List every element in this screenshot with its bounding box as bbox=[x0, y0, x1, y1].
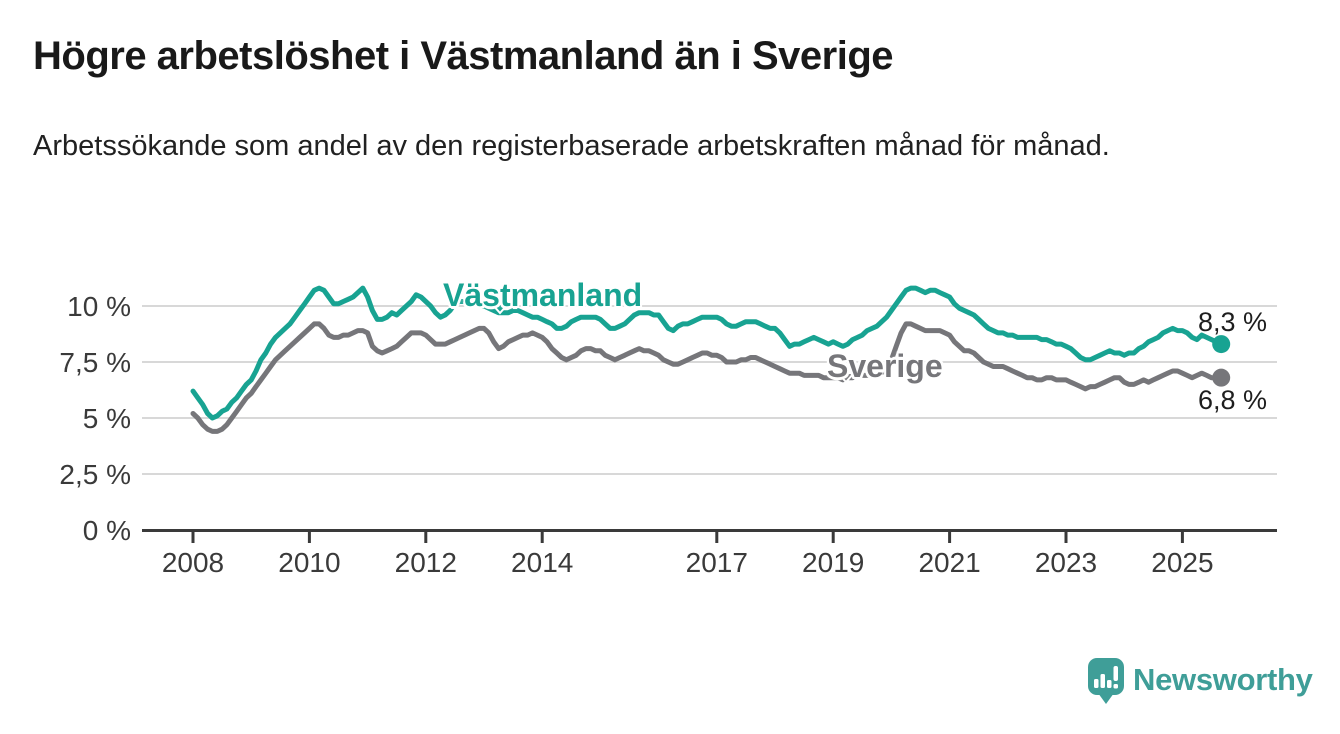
x-tick-label: 2017 bbox=[686, 547, 748, 578]
y-tick-label: 5 % bbox=[83, 403, 131, 434]
x-tick-label: 2021 bbox=[918, 547, 980, 578]
x-tick-label: 2023 bbox=[1035, 547, 1097, 578]
y-tick-label: 10 % bbox=[67, 291, 131, 322]
x-tick-label: 2010 bbox=[278, 547, 340, 578]
label-pointers bbox=[489, 303, 857, 384]
sverige-label-pointer-icon bbox=[835, 372, 857, 384]
series-end-dot-sverige bbox=[1212, 368, 1231, 387]
x-tick-label: 2014 bbox=[511, 547, 573, 578]
x-tick-label: 2019 bbox=[802, 547, 864, 578]
series-line-sverige bbox=[190, 321, 1224, 434]
series-line-västmanland bbox=[190, 285, 1224, 421]
page-title: Högre arbetslöshet i Västmanland än i Sv… bbox=[33, 34, 894, 78]
vastmanland-label-pointer-icon bbox=[489, 303, 511, 315]
gridlines bbox=[142, 305, 1277, 475]
x-tick-label: 2008 bbox=[162, 547, 224, 578]
x-tick-label: 2012 bbox=[395, 547, 457, 578]
chart-subtitle: Arbetssökande som andel av den registerb… bbox=[33, 130, 1110, 162]
series-end-dot-västmanland bbox=[1212, 335, 1231, 354]
newsworthy-brand: Newsworthy bbox=[1087, 657, 1340, 707]
y-axis-labels: 0 % 2,5 % 5 % 7,5 % 10 % bbox=[59, 291, 131, 546]
series-label-sverige: Sverige bbox=[827, 348, 943, 384]
y-tick-label: 7,5 % bbox=[59, 347, 131, 378]
end-value-label-vastmanland: 8,3 % bbox=[1198, 307, 1268, 337]
y-tick-label: 2,5 % bbox=[59, 459, 131, 490]
series-end-dots bbox=[1212, 335, 1231, 387]
end-value-label-sverige: 6,8 % bbox=[1198, 385, 1268, 415]
y-tick-label: 0 % bbox=[83, 515, 131, 546]
x-axis: 2008 2010 2012 2014 2017 2019 2021 2023 2025 bbox=[142, 529, 1277, 578]
series-label-vastmanland: Västmanland bbox=[443, 277, 643, 313]
series-lines bbox=[190, 285, 1224, 434]
brand-name: Newsworthy bbox=[1133, 662, 1313, 697]
speech-bubble-bar-chart-icon bbox=[1088, 658, 1124, 704]
x-tick-label: 2025 bbox=[1151, 547, 1213, 578]
